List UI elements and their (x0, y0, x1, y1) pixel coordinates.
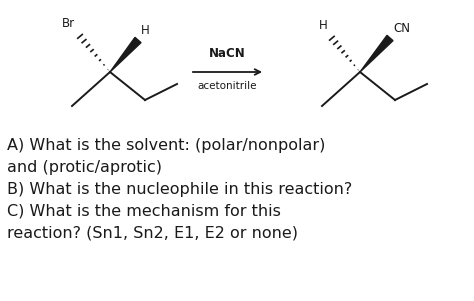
Text: A) What is the solvent: (polar/nonpolar): A) What is the solvent: (polar/nonpolar) (7, 138, 325, 153)
Text: and (protic/aprotic): and (protic/aprotic) (7, 160, 162, 175)
Text: NaCN: NaCN (209, 47, 246, 60)
Text: acetonitrile: acetonitrile (198, 81, 257, 91)
Text: C) What is the mechanism for this: C) What is the mechanism for this (7, 204, 281, 219)
Text: B) What is the nucleophile in this reaction?: B) What is the nucleophile in this react… (7, 182, 352, 197)
Text: H: H (319, 19, 328, 32)
Text: reaction? (Sn1, Sn2, E1, E2 or none): reaction? (Sn1, Sn2, E1, E2 or none) (7, 226, 298, 241)
Polygon shape (360, 35, 393, 72)
Text: Br: Br (62, 17, 75, 30)
Text: H: H (141, 24, 150, 37)
Polygon shape (110, 37, 141, 72)
Text: CN: CN (393, 22, 410, 35)
